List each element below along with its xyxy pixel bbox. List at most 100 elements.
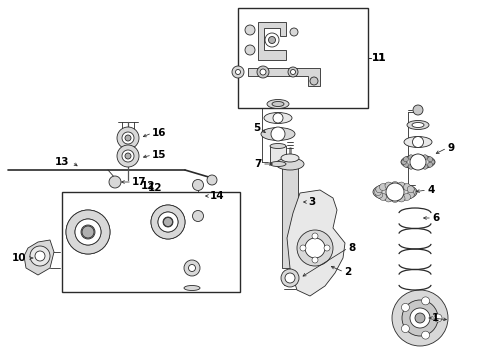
- Ellipse shape: [373, 183, 417, 201]
- Circle shape: [117, 145, 139, 167]
- Circle shape: [273, 113, 283, 123]
- Text: 14: 14: [210, 191, 224, 201]
- Bar: [238, 8, 368, 108]
- Circle shape: [30, 246, 50, 266]
- Ellipse shape: [412, 122, 424, 127]
- Text: 11: 11: [372, 53, 387, 63]
- Circle shape: [407, 191, 414, 198]
- Ellipse shape: [270, 162, 286, 166]
- Circle shape: [324, 245, 330, 251]
- Text: 4: 4: [427, 185, 434, 195]
- Circle shape: [422, 155, 427, 160]
- Circle shape: [403, 162, 408, 167]
- Circle shape: [404, 193, 411, 201]
- Circle shape: [281, 269, 299, 287]
- Ellipse shape: [270, 144, 286, 149]
- Ellipse shape: [276, 158, 304, 170]
- Circle shape: [379, 184, 387, 190]
- Circle shape: [109, 176, 121, 188]
- Polygon shape: [287, 190, 345, 296]
- Circle shape: [81, 225, 95, 239]
- Circle shape: [415, 313, 425, 323]
- Circle shape: [300, 245, 306, 251]
- Ellipse shape: [264, 112, 292, 123]
- Circle shape: [402, 300, 438, 336]
- Polygon shape: [88, 218, 200, 275]
- Circle shape: [151, 205, 185, 239]
- Circle shape: [409, 164, 414, 169]
- Circle shape: [379, 193, 387, 201]
- Circle shape: [285, 273, 295, 283]
- Text: 5: 5: [253, 123, 260, 133]
- Circle shape: [291, 69, 295, 75]
- Circle shape: [158, 212, 178, 232]
- Circle shape: [75, 219, 101, 245]
- Circle shape: [413, 136, 423, 148]
- Circle shape: [416, 154, 420, 159]
- Circle shape: [122, 150, 134, 162]
- Circle shape: [297, 230, 333, 266]
- Circle shape: [376, 191, 383, 198]
- Ellipse shape: [272, 102, 284, 107]
- Circle shape: [422, 164, 427, 169]
- Circle shape: [260, 69, 266, 75]
- Circle shape: [290, 28, 298, 36]
- Circle shape: [398, 182, 405, 189]
- Circle shape: [312, 233, 318, 239]
- Text: 17: 17: [132, 177, 147, 187]
- Text: 6: 6: [432, 213, 439, 223]
- Circle shape: [392, 195, 398, 202]
- Circle shape: [407, 186, 414, 193]
- Ellipse shape: [407, 121, 429, 130]
- Circle shape: [245, 45, 255, 55]
- Circle shape: [265, 33, 279, 47]
- Circle shape: [410, 308, 430, 328]
- Circle shape: [312, 257, 318, 263]
- Text: 7: 7: [255, 159, 262, 169]
- Circle shape: [428, 157, 433, 162]
- Circle shape: [66, 210, 110, 254]
- Circle shape: [288, 67, 298, 77]
- Polygon shape: [248, 68, 320, 86]
- Text: 9: 9: [447, 143, 454, 153]
- Circle shape: [151, 205, 185, 239]
- Text: 13: 13: [55, 157, 70, 167]
- Circle shape: [401, 303, 410, 311]
- Circle shape: [163, 217, 173, 227]
- Circle shape: [434, 314, 442, 322]
- Circle shape: [409, 155, 414, 160]
- Circle shape: [376, 186, 383, 193]
- Circle shape: [410, 154, 426, 170]
- Circle shape: [189, 265, 196, 271]
- Circle shape: [271, 127, 285, 141]
- Circle shape: [122, 132, 134, 144]
- Ellipse shape: [404, 136, 432, 148]
- Ellipse shape: [261, 127, 295, 140]
- Circle shape: [164, 217, 172, 226]
- Circle shape: [401, 159, 407, 165]
- Circle shape: [82, 226, 94, 238]
- Circle shape: [385, 195, 392, 202]
- Circle shape: [416, 165, 420, 170]
- Circle shape: [257, 66, 269, 78]
- Polygon shape: [258, 22, 286, 60]
- Circle shape: [269, 36, 275, 44]
- Ellipse shape: [184, 285, 200, 291]
- Circle shape: [310, 77, 318, 85]
- Bar: [270, 146, 286, 164]
- Text: 15: 15: [152, 150, 167, 160]
- Circle shape: [421, 297, 430, 305]
- Circle shape: [236, 69, 241, 75]
- Text: 12: 12: [148, 183, 163, 193]
- Circle shape: [125, 153, 131, 159]
- Text: 11: 11: [372, 53, 387, 63]
- Circle shape: [421, 331, 430, 339]
- Circle shape: [428, 162, 433, 167]
- Ellipse shape: [281, 154, 299, 162]
- Polygon shape: [24, 240, 54, 275]
- Text: 10: 10: [12, 253, 26, 263]
- Circle shape: [392, 290, 448, 346]
- Circle shape: [401, 325, 410, 333]
- Text: 8: 8: [348, 243, 355, 253]
- Circle shape: [398, 195, 405, 202]
